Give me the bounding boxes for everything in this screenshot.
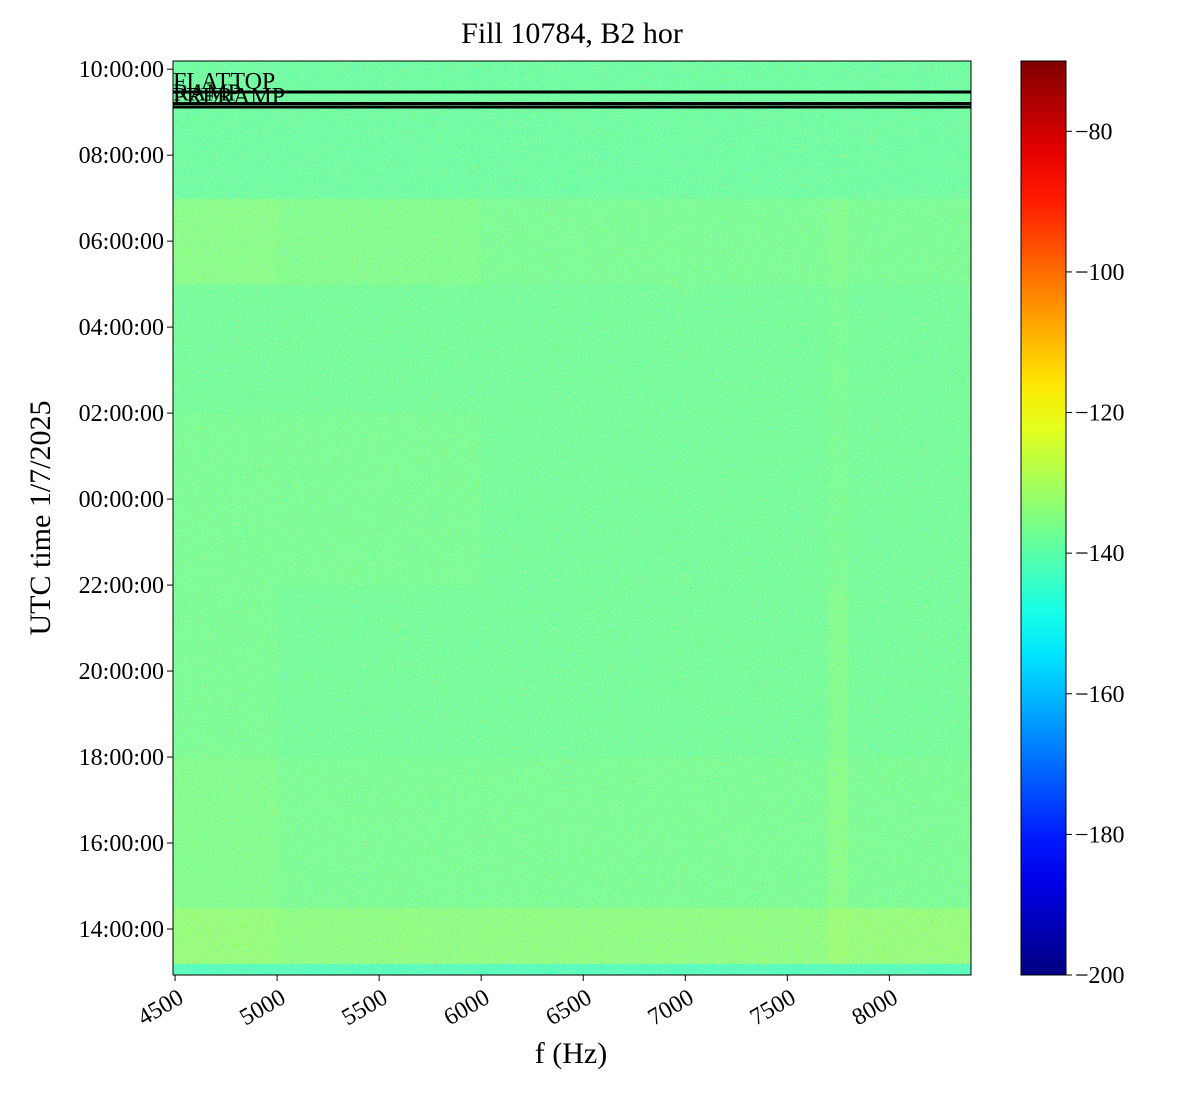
y-tick-label: 14:00:00 [79, 917, 164, 943]
y-tick-label: 16:00:00 [79, 831, 164, 857]
y-tick-label: 20:00:00 [79, 659, 164, 685]
x-tick-label: 6000 [440, 985, 495, 1032]
colorbar-tick-label: −200 [1075, 963, 1125, 989]
y-tick-label: 10:00:00 [79, 57, 164, 83]
x-tick-label: 4500 [133, 985, 188, 1032]
y-tick-label: 22:00:00 [79, 573, 164, 599]
plot-frame [172, 60, 972, 976]
y-tick-label: 06:00:00 [79, 229, 164, 255]
speckle [173, 61, 971, 975]
colorbar [1020, 60, 1067, 976]
x-tick-label: 7000 [644, 985, 699, 1032]
x-axis-label: f (Hz) [535, 1037, 607, 1070]
y-axis-label: UTC time 1/7/2025 [24, 401, 57, 636]
noise-texture [173, 61, 971, 975]
x-tick-label: 5500 [338, 985, 393, 1032]
event-label: PRERAMP [173, 84, 285, 110]
chart-title: Fill 10784, B2 hor [461, 17, 683, 50]
colorbar-tick-label: −180 [1075, 822, 1125, 848]
x-tick-label: 6500 [542, 985, 597, 1032]
x-tick-label: 8000 [848, 985, 903, 1032]
x-tick-label: 7500 [746, 985, 801, 1032]
colorbar-tick-label: −120 [1075, 401, 1125, 427]
colorbar-tick-label: −160 [1075, 682, 1125, 708]
colorbar-tick-label: −140 [1075, 541, 1125, 567]
y-tick-label: 02:00:00 [79, 401, 164, 427]
y-tick-label: 04:00:00 [79, 315, 164, 341]
x-tick-label: 5000 [236, 985, 291, 1032]
y-tick-label: 08:00:00 [79, 143, 164, 169]
y-tick-label: 00:00:00 [79, 487, 164, 513]
colorbar-tick-label: −100 [1075, 260, 1125, 286]
colorbar-tick-label: −80 [1075, 119, 1113, 145]
event-label: FLATTOP [173, 69, 275, 95]
event-label: RAMP [173, 81, 241, 107]
y-tick-label: 18:00:00 [79, 745, 164, 771]
